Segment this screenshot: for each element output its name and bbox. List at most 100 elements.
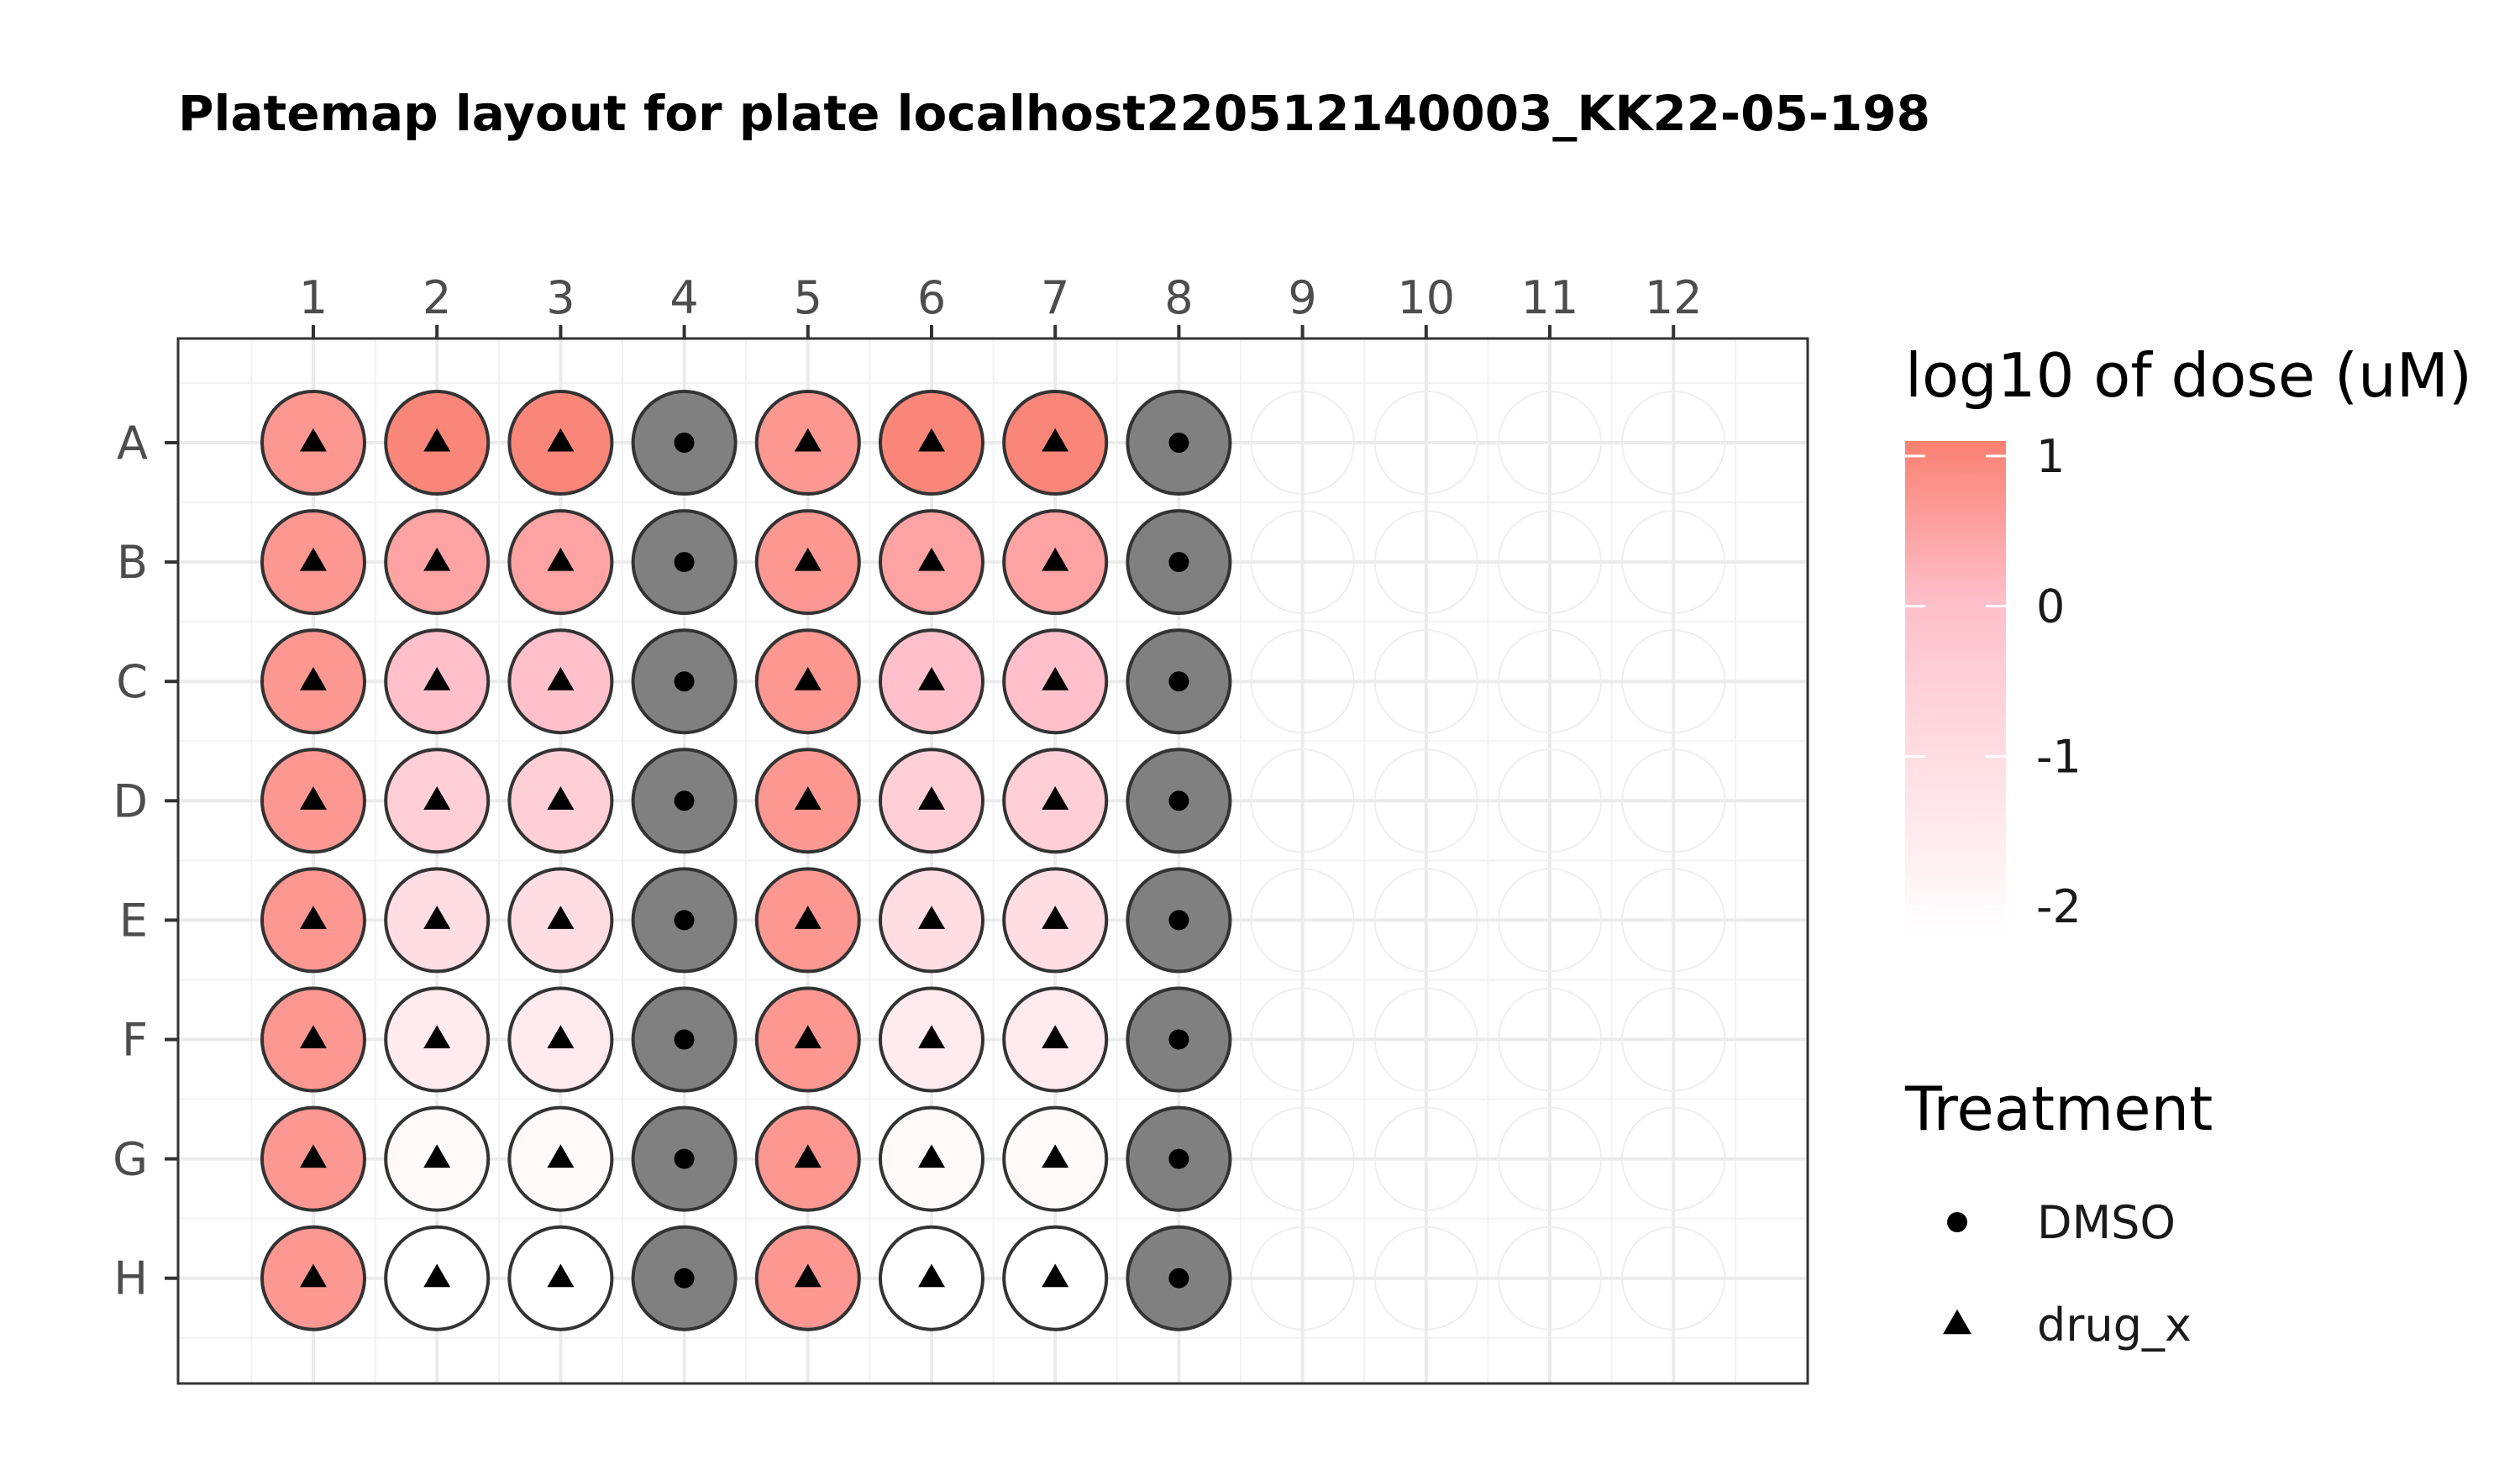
drug-x-point <box>423 1144 451 1168</box>
well-A6 <box>879 390 984 496</box>
well-H12 <box>1621 1226 1726 1331</box>
drug-x-point <box>918 1025 945 1049</box>
well-G4 <box>631 1105 738 1212</box>
x-tick-label: 12 <box>1645 271 1703 324</box>
drug-x-point <box>1042 547 1069 571</box>
y-tick-label: B <box>117 536 148 589</box>
dmso-point <box>1168 1268 1189 1289</box>
well-B11 <box>1498 510 1602 615</box>
well-G6 <box>879 1105 984 1212</box>
dmso-point <box>1168 552 1189 573</box>
well-A1 <box>260 390 366 496</box>
well-G3 <box>507 1105 614 1212</box>
well-C5 <box>754 628 861 735</box>
well-A11 <box>1498 391 1602 495</box>
well-F10 <box>1373 987 1478 1092</box>
well-F2 <box>384 986 491 1093</box>
empty-well-circle <box>1250 748 1355 853</box>
dmso-point <box>674 1029 695 1050</box>
drug-x-point <box>1042 786 1069 810</box>
well-B8 <box>1126 509 1232 616</box>
empty-well-circle <box>1250 1226 1355 1331</box>
well-H1 <box>260 1225 366 1331</box>
well-G10 <box>1373 1106 1478 1211</box>
well-C8 <box>1126 628 1232 735</box>
well-E8 <box>1126 867 1232 974</box>
well-D4 <box>631 748 738 854</box>
well-D2 <box>384 748 491 854</box>
well-D9 <box>1250 748 1355 853</box>
well-A3 <box>507 390 614 496</box>
well-D1 <box>260 748 366 854</box>
drug-x-point <box>300 1263 327 1288</box>
plot-panel <box>178 339 1808 1383</box>
empty-well-circle <box>1373 1106 1478 1211</box>
well-B12 <box>1621 510 1726 615</box>
well-G12 <box>1621 1106 1726 1211</box>
well-F5 <box>754 986 861 1093</box>
well-B5 <box>754 509 861 616</box>
drug-x-point <box>794 428 822 452</box>
x-tick-label: 2 <box>423 271 451 324</box>
well-markers <box>260 390 1726 1331</box>
dmso-point <box>1168 1029 1189 1050</box>
y-tick-label: F <box>122 1014 148 1067</box>
drug-x-point <box>794 1144 822 1168</box>
drug-x-point <box>1042 428 1069 452</box>
empty-well-circle <box>1373 987 1478 1092</box>
well-C1 <box>260 628 366 735</box>
well-A4 <box>631 390 738 496</box>
well-H6 <box>879 1225 984 1331</box>
dmso-point <box>1168 1148 1189 1169</box>
well-H8 <box>1126 1225 1232 1331</box>
well-A2 <box>384 390 491 496</box>
drug-x-point <box>300 428 327 452</box>
empty-well-circle <box>1498 510 1602 615</box>
drug-x-point <box>918 906 945 929</box>
empty-well-circle <box>1250 868 1355 973</box>
well-B9 <box>1250 510 1355 615</box>
drug-x-point <box>423 906 451 929</box>
well-F11 <box>1498 987 1602 1092</box>
dmso-point <box>674 910 695 931</box>
chart-title: Platemap layout for plate localhost22051… <box>178 85 1930 142</box>
dmso-point <box>674 1148 695 1169</box>
empty-well-circle <box>1373 1226 1478 1331</box>
empty-well-circle <box>1373 868 1478 973</box>
colorbar-tick-label: 0 <box>2036 580 2065 633</box>
well-G5 <box>754 1105 861 1212</box>
drug-x-point <box>1042 1263 1069 1288</box>
drug-x-point <box>794 1025 822 1049</box>
empty-well-circle <box>1621 748 1726 853</box>
drug-x-point <box>423 547 451 571</box>
drug-x-point <box>423 1025 451 1049</box>
empty-well-circle <box>1498 391 1602 495</box>
drug-x-point <box>1042 1144 1069 1168</box>
empty-well-circle <box>1250 987 1355 1092</box>
empty-well-circle <box>1373 510 1478 615</box>
well-D12 <box>1621 748 1726 853</box>
well-F7 <box>1002 986 1109 1093</box>
well-E10 <box>1373 868 1478 973</box>
colorbar-tick-label: 1 <box>2036 430 2065 483</box>
well-G9 <box>1250 1106 1355 1211</box>
drug-x-point <box>918 547 945 571</box>
drug-x-point <box>300 547 327 571</box>
drug-x-point <box>300 1025 327 1049</box>
empty-well-circle <box>1621 629 1726 734</box>
well-F4 <box>631 986 738 1093</box>
legend-drug-x-key <box>1943 1309 1971 1335</box>
drug-x-point <box>1042 667 1069 690</box>
drug-x-point <box>794 906 822 929</box>
well-D6 <box>879 748 984 854</box>
well-D3 <box>507 748 614 854</box>
empty-well-circle <box>1621 1226 1726 1331</box>
well-C11 <box>1498 629 1602 734</box>
y-tick-label: G <box>113 1133 148 1186</box>
well-C7 <box>1002 628 1109 735</box>
empty-well-circle <box>1250 510 1355 615</box>
panel-border <box>176 337 1809 1385</box>
empty-well-circle <box>1498 1226 1602 1331</box>
